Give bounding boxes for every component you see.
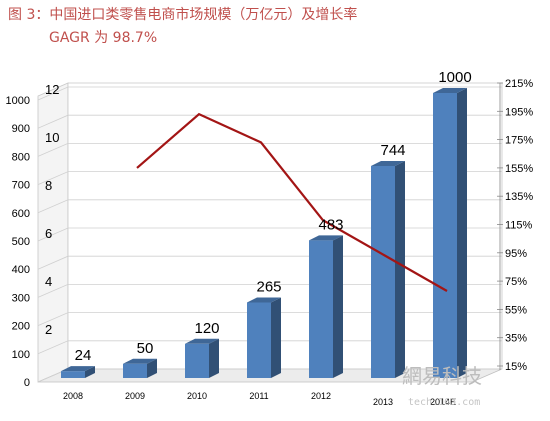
bar-top — [433, 88, 467, 93]
y-left-tick-label: 200 — [12, 321, 30, 333]
gridline — [37, 312, 502, 326]
gridlines — [37, 86, 502, 383]
x-tick-label: 2009 — [125, 391, 145, 401]
data-label: 120 — [194, 320, 219, 337]
y-overlay-tick-label: 6 — [45, 226, 52, 241]
y-overlay-tick-label: 10 — [45, 130, 59, 145]
y-right-tick-label: 115% — [505, 220, 533, 232]
bar-front — [185, 343, 209, 378]
data-label: 1000 — [438, 69, 471, 86]
gridline — [37, 142, 502, 157]
bar-side — [333, 235, 343, 378]
bar-front — [371, 165, 395, 378]
y-left-tick-label: 600 — [12, 208, 30, 220]
y-right-tick-label: 55% — [505, 304, 527, 316]
bar-series — [61, 88, 467, 378]
bar-side — [271, 297, 281, 378]
x-tick-label: 2011 — [249, 391, 268, 401]
y-axis-left: 0 100 200 300 400 500 600 700 800 900 1000 — [6, 95, 30, 389]
y-left-tick-label: 700 — [12, 180, 30, 192]
bar — [371, 160, 405, 378]
watermark-text: 網易科技 — [402, 364, 482, 388]
y-right-tick-label: 95% — [505, 248, 527, 260]
data-label: 24 — [75, 347, 92, 364]
gridline — [37, 199, 502, 214]
bar-side — [147, 358, 157, 378]
x-tick-label: 2008 — [63, 391, 83, 401]
bar-front — [123, 363, 147, 378]
bar-front — [309, 240, 333, 378]
gridline — [37, 86, 502, 101]
bar-front — [61, 371, 85, 378]
y-right-tick-label: 195% — [505, 106, 533, 118]
bar — [433, 88, 467, 378]
y-left-tick-label: 300 — [12, 292, 30, 304]
x-axis: 2008 2009 2010 2011 2012 2013 2014E — [63, 391, 456, 407]
bar — [247, 297, 281, 378]
y-axis-overlay: 2 4 6 8 10 12 — [45, 82, 59, 337]
y-right-tick-label: 35% — [505, 333, 527, 345]
y-overlay-tick-label: 12 — [45, 82, 59, 97]
y-left-tick-label: 400 — [12, 264, 30, 276]
bar-side — [457, 88, 467, 378]
bar-front — [433, 93, 457, 378]
bar-top — [371, 160, 405, 166]
x-tick-label: 2010 — [187, 391, 207, 401]
y-left-tick-label: 500 — [12, 236, 30, 248]
y-right-tick-label: 155% — [505, 163, 533, 175]
gridline — [37, 340, 502, 355]
watermark-url: tech.163.com — [408, 397, 480, 408]
side-wall — [37, 82, 69, 383]
gridline — [37, 171, 502, 185]
y-left-tick-label: 800 — [12, 151, 30, 163]
data-label: 744 — [380, 142, 405, 159]
bar — [123, 358, 157, 378]
bar-top — [123, 358, 157, 364]
y-axis-right: 15% 35% 55% 75% 95% 115% 135% 155% 175% 195% 215% — [497, 78, 533, 373]
y-right-tick-label: 135% — [505, 191, 533, 203]
bar-top — [185, 338, 219, 344]
bar — [185, 338, 219, 378]
chart-title: 图 3：中国进口类零售电商市场规模（万亿元）及增长率 — [8, 7, 358, 23]
data-labels: 24 50 120 265 483 744 1000 — [75, 69, 472, 364]
gridline — [37, 114, 502, 129]
y-left-tick-label: 1000 — [6, 95, 30, 107]
bar-front — [247, 302, 271, 378]
gridline — [37, 255, 502, 270]
chart-subtitle: GAGR 为 98.7% — [49, 30, 158, 46]
y-right-tick-label: 15% — [505, 361, 527, 373]
x-tick-label: 2012 — [311, 391, 331, 401]
y-right-tick-label: 75% — [505, 276, 527, 288]
y-overlay-tick-label: 8 — [45, 178, 52, 193]
data-label: 265 — [256, 278, 281, 295]
bar-side — [85, 366, 95, 378]
y-left-tick-label: 0 — [24, 377, 30, 389]
bar-side — [395, 160, 405, 378]
x-tick-label: 2013 — [373, 397, 393, 407]
growth-line-series — [136, 112, 448, 292]
data-label: 50 — [137, 340, 154, 357]
gridline — [37, 283, 502, 298]
bar-top — [309, 235, 343, 241]
y-right-tick-label: 215% — [505, 78, 533, 90]
y-right-tick-label: 175% — [505, 135, 533, 147]
growth-line — [136, 112, 448, 292]
y-left-tick-label: 100 — [12, 349, 30, 361]
x-tick-label: 2014E — [430, 397, 456, 407]
y-left-tick-label: 900 — [12, 123, 30, 135]
data-label: 483 — [318, 216, 343, 233]
y-overlay-tick-label: 4 — [45, 274, 52, 289]
bar-top — [247, 297, 281, 303]
bar — [61, 366, 95, 378]
watermark: 網易科技 tech.163.com — [402, 364, 482, 408]
y-overlay-tick-label: 2 — [45, 322, 52, 337]
gridline — [37, 227, 502, 242]
bar-side — [209, 338, 219, 378]
bar-top — [61, 366, 95, 372]
bar — [309, 235, 343, 378]
